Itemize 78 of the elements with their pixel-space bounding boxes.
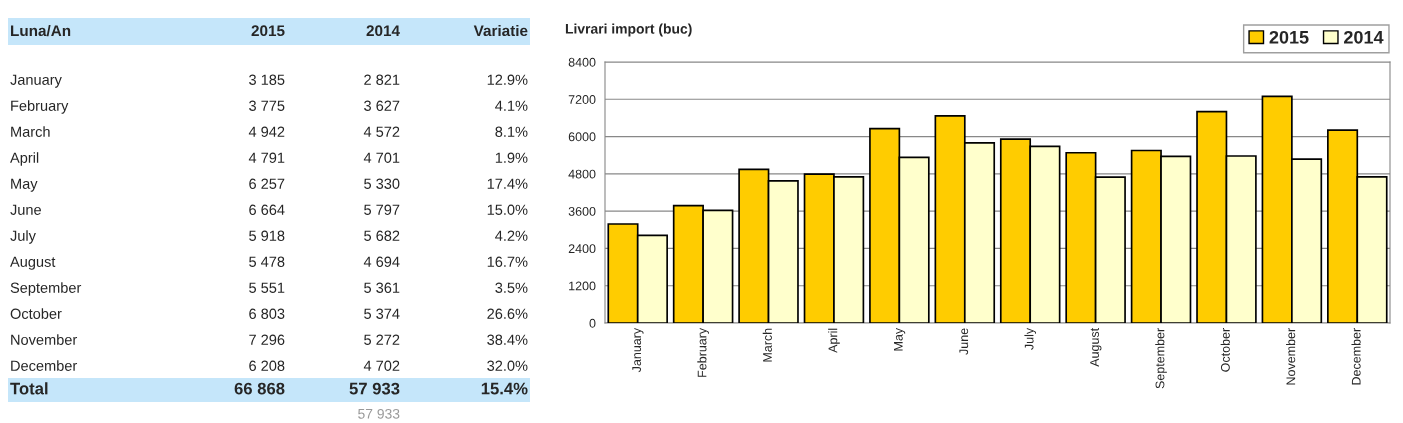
y-tick-label: 2400 — [568, 244, 596, 254]
y-tick-label: 0 — [589, 318, 596, 328]
text: 2 821 — [364, 74, 400, 85]
text: 12.9% — [487, 74, 528, 85]
text: 1.9% — [495, 152, 528, 163]
text: Luna/An — [11, 24, 71, 37]
text: 6 208 — [249, 360, 285, 371]
text: 38.4% — [487, 334, 528, 345]
category-label: July — [10, 230, 36, 244]
y-tick-label: 7200 — [568, 95, 596, 104]
category-label: January — [10, 74, 62, 88]
text: 2014 — [366, 25, 400, 37]
category-label: August — [10, 256, 56, 270]
category-label: March — [11, 126, 50, 137]
text: 26.6% — [487, 308, 528, 319]
text: 3.5% — [495, 282, 528, 293]
text: Total — [10, 382, 48, 395]
text: 6 803 — [249, 308, 285, 319]
text: 57 933 — [358, 408, 400, 419]
category-label: October — [10, 308, 62, 319]
text: 4 701 — [363, 152, 400, 163]
x-tick-label: October — [1220, 328, 1230, 372]
text: 4 702 — [363, 360, 400, 371]
text: 6 257 — [249, 178, 285, 189]
legend-label: 2015 — [1269, 30, 1309, 44]
text: 4 572 — [363, 126, 400, 137]
category-label: April — [10, 152, 39, 166]
y-tick-label: 3600 — [568, 206, 596, 216]
x-tick-label: September — [1155, 328, 1167, 389]
text: 5 272 — [364, 334, 400, 345]
text: 5 374 — [364, 308, 400, 319]
text: 4 694 — [363, 256, 400, 267]
text: Variatie — [473, 24, 528, 37]
y-tick-label: 4800 — [568, 169, 596, 179]
text: 3 185 — [249, 74, 285, 85]
x-tick-label: May — [894, 327, 906, 351]
text: 57 933 — [349, 382, 400, 395]
y-tick-label: 1200 — [569, 281, 596, 291]
text: 2015 — [251, 25, 285, 37]
category-label: May — [11, 178, 38, 192]
x-tick-label: June — [959, 328, 969, 355]
text: 4.2% — [495, 230, 528, 241]
text: 5 797 — [364, 204, 400, 215]
y-tick-label: 8400 — [568, 57, 596, 67]
text: 7 296 — [249, 334, 285, 345]
text: 8.1% — [495, 126, 528, 137]
x-tick-label: July — [1024, 327, 1037, 350]
text: 3 775 — [249, 100, 285, 111]
text: 4 942 — [248, 126, 285, 137]
text: 5 330 — [364, 178, 400, 189]
x-tick-label: August — [1090, 327, 1102, 367]
text: 6 664 — [249, 204, 285, 215]
x-tick-label: January — [632, 327, 644, 373]
text: 5 682 — [364, 230, 400, 241]
text: 5 551 — [249, 282, 285, 293]
category-label: June — [10, 204, 41, 215]
text: 17.4% — [487, 178, 528, 189]
category-label: September — [10, 282, 82, 296]
category-label: February — [11, 100, 69, 114]
text: 4.1% — [495, 100, 528, 111]
text: 15.0% — [487, 204, 528, 215]
text: 32.0% — [487, 360, 528, 371]
x-tick-label: April — [828, 328, 840, 353]
text: 15.4% — [481, 382, 528, 395]
chart-title: Livrari import (buc) — [565, 23, 692, 37]
y-tick-label: 6000 — [568, 132, 596, 142]
x-tick-label: December — [1351, 328, 1361, 385]
text: 5 478 — [249, 256, 285, 267]
x-tick-label: March — [762, 328, 772, 362]
text: 16.7% — [487, 256, 528, 267]
x-tick-label: February — [697, 327, 709, 377]
x-tick-label: November — [1286, 328, 1296, 385]
text: 66 868 — [234, 382, 285, 395]
text: 5 918 — [249, 230, 285, 241]
text: 5 361 — [364, 282, 400, 293]
legend-label: 2014 — [1344, 30, 1384, 44]
text: 3 627 — [364, 100, 400, 111]
text: 4 791 — [248, 152, 285, 163]
